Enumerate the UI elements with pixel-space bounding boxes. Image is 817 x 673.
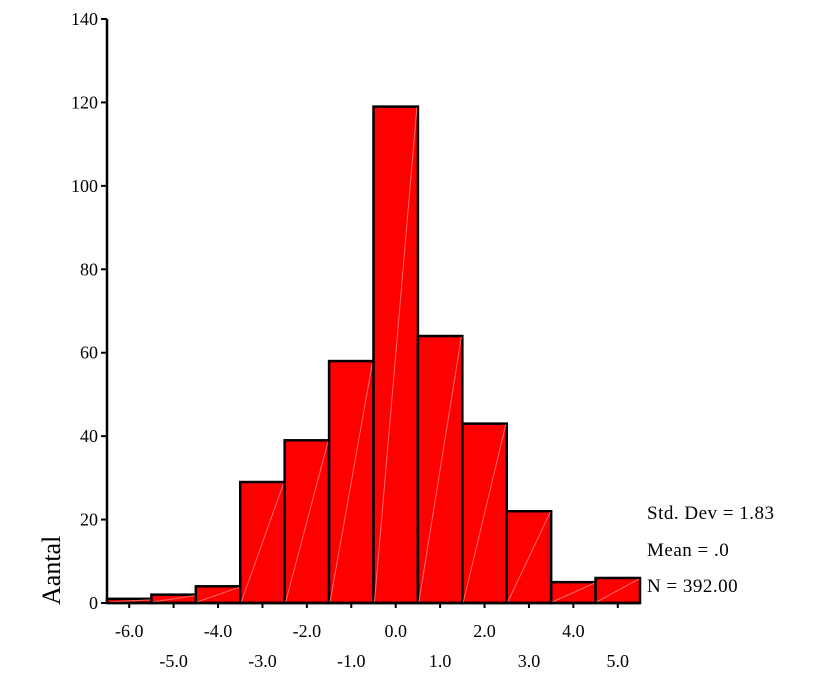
stat-n: N = 392.00 bbox=[647, 576, 738, 597]
bar-shading-line bbox=[329, 361, 373, 603]
bar-shading-line bbox=[240, 482, 285, 603]
y-tick-label: 20 bbox=[80, 510, 98, 530]
y-tick-label: 80 bbox=[80, 259, 98, 279]
y-tick-label: 60 bbox=[80, 343, 98, 363]
bar-shading-line bbox=[507, 512, 551, 603]
bar-shading-line bbox=[551, 582, 595, 603]
x-tick-label: 4.0 bbox=[562, 621, 585, 641]
x-tick-label: 0.0 bbox=[384, 621, 407, 641]
y-tick-label: 0 bbox=[89, 593, 98, 613]
x-tick-label: -5.0 bbox=[159, 651, 188, 671]
x-tick-label: 1.0 bbox=[429, 651, 452, 671]
bar-shading-line bbox=[152, 595, 195, 603]
y-tick-label: 140 bbox=[71, 9, 98, 29]
y-axis-title: Aantal bbox=[37, 536, 66, 605]
stat-mean: Mean = .0 bbox=[647, 540, 729, 561]
x-tick-label: 2.0 bbox=[473, 621, 496, 641]
bar-shading-line bbox=[596, 578, 640, 603]
histogram-bars bbox=[105, 105, 642, 605]
stat-std-dev: Std. Dev = 1.83 bbox=[647, 503, 774, 524]
tick-labels: 0 20 40 60 80 100 120 140 -6.0 -4.0 -2.0 0.0 2.0 4.0 -… bbox=[71, 9, 629, 671]
bar-shading-line bbox=[418, 336, 462, 603]
bar-shading-line bbox=[462, 424, 507, 603]
x-tick-label: -4.0 bbox=[204, 621, 233, 641]
bar-shading-line bbox=[285, 441, 329, 603]
x-tick-label: -1.0 bbox=[337, 651, 366, 671]
x-tick-label: -3.0 bbox=[248, 651, 277, 671]
stats-box: Std. Dev = 1.83 Mean = .0 N = 392.00 bbox=[647, 503, 774, 597]
bar-shading-line bbox=[374, 107, 418, 603]
y-tick-label: 40 bbox=[80, 426, 98, 446]
y-tick-label: 100 bbox=[71, 176, 98, 196]
y-tick-label: 120 bbox=[71, 92, 98, 112]
bar-shading-line bbox=[196, 586, 240, 603]
axes bbox=[101, 18, 640, 608]
bar-shading-line bbox=[107, 599, 151, 603]
x-tick-label: 5.0 bbox=[607, 651, 630, 671]
x-tick-label: 3.0 bbox=[518, 651, 541, 671]
x-tick-label: -6.0 bbox=[115, 621, 144, 641]
x-tick-label: -2.0 bbox=[293, 621, 322, 641]
